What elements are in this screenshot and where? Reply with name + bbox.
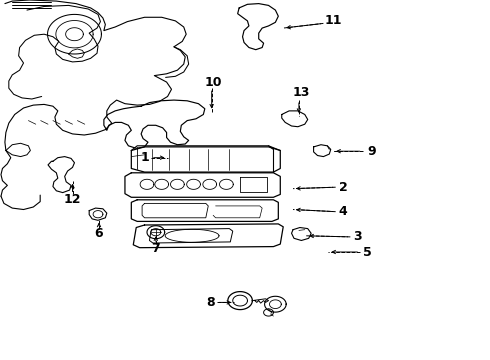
- Text: 3: 3: [353, 230, 362, 243]
- Text: 6: 6: [95, 227, 103, 240]
- Text: 12: 12: [64, 193, 81, 206]
- Text: 5: 5: [363, 246, 372, 258]
- Text: 13: 13: [293, 86, 310, 99]
- Text: 8: 8: [206, 296, 215, 309]
- Text: 1: 1: [140, 151, 149, 164]
- Text: 9: 9: [367, 145, 376, 158]
- Text: 11: 11: [324, 14, 342, 27]
- Text: 2: 2: [339, 181, 347, 194]
- Text: 10: 10: [204, 76, 222, 89]
- Text: 7: 7: [151, 242, 160, 255]
- Text: 4: 4: [339, 205, 347, 218]
